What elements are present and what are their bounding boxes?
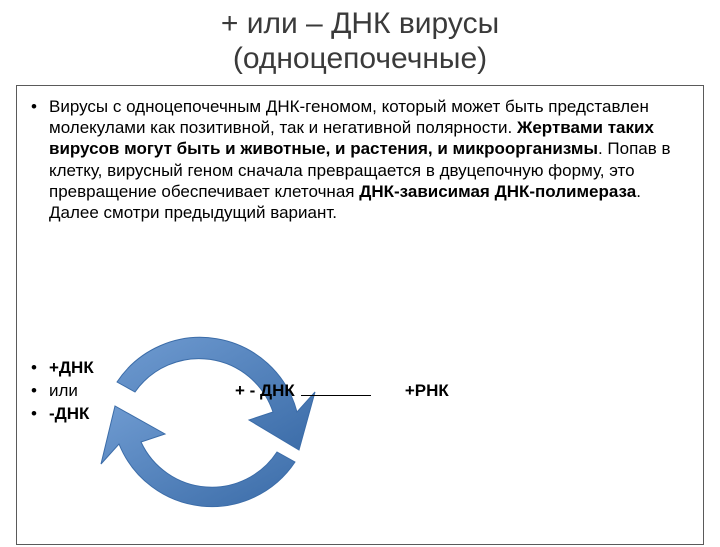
bullet-or-line: • или + - ДНК +РНК (31, 380, 689, 403)
bullet-plus-dnk-label: +ДНК (49, 357, 94, 380)
paragraph-text: Вирусы с одноцепочечным ДНК-геномом, кот… (49, 96, 689, 224)
bullet-pm-dnk-label: + - ДНК (235, 380, 295, 403)
bullet-plus-rnk-label: +РНК (405, 380, 449, 403)
paragraph-bullet: • Вирусы с одноцепочечным ДНК-геномом, к… (31, 96, 689, 238)
title-line-2: (одноцепочечные) (233, 42, 487, 75)
title-line-1: + или – ДНК вирусы (221, 7, 499, 40)
arrow-line-icon (301, 395, 371, 396)
bullet-icon: • (31, 380, 49, 403)
bullet-minus-dnk: • -ДНК (31, 403, 689, 426)
bullet-or-label: или (49, 380, 85, 403)
spacer (31, 237, 689, 357)
bullet-icon: • (31, 357, 49, 380)
slide-title: + или – ДНК вирусы (одноцепочечные) (0, 0, 720, 79)
bullet-icon: • (31, 403, 49, 426)
slide: + или – ДНК вирусы (одноцепочечные) • Ви… (0, 0, 720, 540)
bullet-minus-dnk-label: -ДНК (49, 403, 89, 426)
content-box: • Вирусы с одноцепочечным ДНК-геномом, к… (16, 85, 704, 545)
bullet-plus-dnk: • +ДНК (31, 357, 689, 380)
para-seg-4: ДНК-зависимая ДНК-полимераза (359, 182, 636, 201)
bullet-icon: • (31, 96, 49, 119)
